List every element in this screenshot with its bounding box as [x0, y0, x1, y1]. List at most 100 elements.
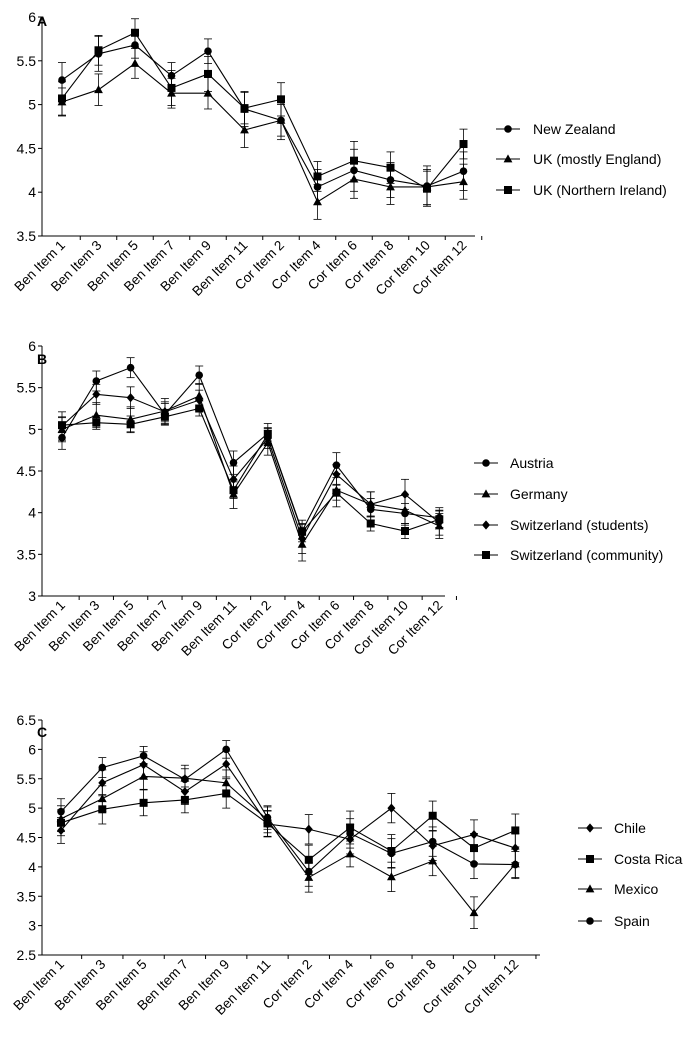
legend-marker: [586, 823, 594, 833]
legend-item: Austria: [474, 455, 554, 471]
data-point: [387, 849, 396, 858]
data-point: [511, 826, 520, 835]
y-tick-label: 5: [28, 800, 36, 816]
series-line: [60, 748, 516, 873]
y-tick-label: 4.5: [17, 140, 37, 156]
series-line: [60, 763, 516, 849]
legend-label: Chile: [614, 820, 646, 836]
data-point: [160, 412, 169, 421]
data-point: [180, 795, 189, 804]
series-line: [60, 792, 516, 861]
data-point: [58, 421, 66, 430]
data-point: [126, 363, 135, 372]
data-point: [222, 759, 231, 769]
data-point: [91, 410, 101, 419]
data-point: [350, 156, 358, 165]
data-point: [195, 395, 204, 405]
legend-item: Spain: [578, 913, 650, 929]
series-line: [61, 393, 440, 540]
legend-marker: [585, 884, 595, 893]
y-tick-label: 4: [28, 505, 36, 521]
legend-label: Switzerland (community): [510, 547, 663, 563]
legend-label: Germany: [510, 486, 568, 502]
data-point: [131, 28, 139, 37]
data-point: [222, 745, 230, 754]
data-point: [469, 908, 479, 917]
data-point: [92, 377, 101, 385]
y-tick-label: 4: [28, 184, 36, 200]
legend-marker: [503, 154, 513, 163]
series-new-zealand: [58, 31, 468, 207]
series-austria: [58, 357, 444, 543]
data-point: [459, 177, 468, 186]
series-mexico: [56, 763, 520, 929]
data-point: [470, 860, 478, 868]
data-point: [181, 775, 189, 784]
legend-marker: [481, 489, 491, 498]
data-point: [167, 83, 176, 92]
y-tick-label: 3.5: [17, 228, 37, 244]
data-point: [459, 140, 468, 149]
data-point: [511, 860, 520, 869]
data-point: [277, 95, 285, 104]
data-point: [428, 811, 437, 820]
data-point: [263, 813, 272, 822]
series-uk-northern-ireland: [58, 18, 468, 207]
data-point: [126, 393, 135, 403]
legend-item: UK (Northern Ireland): [496, 182, 667, 198]
data-point: [401, 489, 409, 499]
legend-marker: [586, 855, 594, 863]
data-point: [313, 172, 322, 181]
y-tick-label: 6.5: [17, 712, 37, 728]
legend-item: Switzerland (community): [474, 547, 663, 563]
data-point: [97, 794, 107, 803]
legend-marker: [482, 520, 490, 530]
data-point: [204, 47, 212, 55]
data-point: [263, 430, 272, 439]
y-tick-label: 5: [28, 97, 36, 113]
data-point: [386, 182, 395, 191]
data-point: [98, 778, 107, 788]
y-tick-label: 2.5: [17, 947, 37, 963]
data-point: [240, 125, 249, 134]
series-line: [61, 407, 440, 533]
legend-item: New Zealand: [496, 121, 616, 137]
data-point: [305, 867, 313, 876]
y-tick-label: 5.5: [17, 380, 37, 396]
series-chile: [57, 750, 520, 864]
series-line: [61, 32, 464, 190]
legend-item: UK (mostly England): [496, 151, 661, 167]
y-tick-label: 3.5: [17, 546, 37, 562]
series-spain: [57, 740, 520, 887]
data-point: [423, 184, 431, 193]
data-point: [94, 85, 103, 94]
data-point: [428, 837, 437, 846]
legend-marker: [504, 125, 512, 133]
data-point: [332, 488, 341, 497]
data-point: [139, 798, 148, 807]
legend-item: Mexico: [578, 881, 659, 897]
legend-label: Costa Rica: [614, 851, 683, 867]
legend-label: UK (mostly England): [533, 151, 661, 167]
y-tick-label: 5.5: [17, 771, 37, 787]
y-tick-label: 4.5: [17, 463, 37, 479]
data-point: [304, 824, 313, 834]
y-tick-label: 6: [28, 9, 36, 25]
data-point: [130, 58, 140, 67]
y-tick-label: 5: [28, 421, 36, 437]
y-tick-label: 3: [28, 918, 36, 934]
data-point: [139, 771, 148, 780]
data-point: [332, 469, 341, 479]
legend-marker: [482, 459, 490, 467]
legend-marker: [586, 917, 594, 925]
data-point: [387, 872, 396, 881]
data-point: [386, 163, 395, 172]
y-tick-label: 4.5: [17, 830, 37, 846]
data-point: [221, 778, 231, 787]
data-point: [428, 856, 438, 865]
data-point: [435, 515, 444, 524]
data-point: [470, 844, 478, 853]
